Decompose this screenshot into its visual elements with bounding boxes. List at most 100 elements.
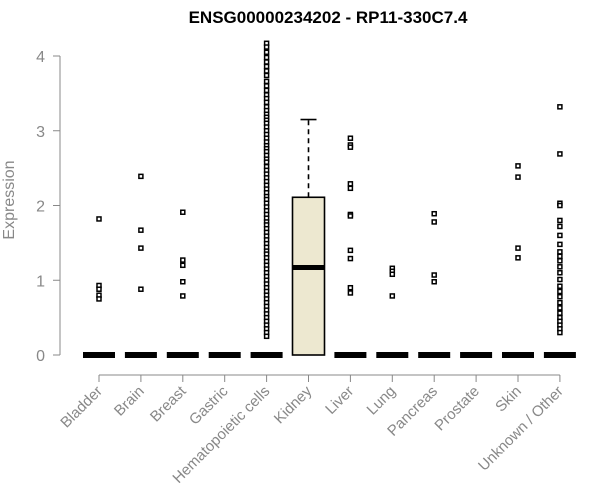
- y-tick-label: 3: [36, 124, 45, 141]
- outlier-point: [557, 104, 563, 110]
- outlier-point: [557, 202, 563, 209]
- outlier-point: [263, 333, 270, 340]
- plot-area: [83, 40, 576, 358]
- outlier-point: [557, 241, 563, 248]
- category-group: [418, 210, 451, 358]
- x-tick-label: Liver: [322, 383, 357, 418]
- outlier-point: [431, 272, 437, 278]
- outlier-point: [557, 288, 563, 295]
- zero-band: [376, 352, 409, 358]
- outlier-point: [557, 305, 563, 311]
- outlier-point: [180, 257, 186, 263]
- category-group: [208, 352, 241, 358]
- outlier-point: [263, 44, 270, 50]
- outlier-point: [96, 286, 102, 292]
- zero-band: [250, 352, 283, 358]
- zero-band: [334, 352, 367, 358]
- x-tick-label: Bladder: [57, 383, 106, 432]
- outlier-point: [347, 135, 354, 141]
- outlier-point: [557, 276, 563, 283]
- outlier-point: [515, 255, 521, 261]
- zero-band: [543, 352, 576, 358]
- outlier-point: [263, 78, 270, 85]
- outlier-point: [263, 83, 270, 89]
- outlier-point: [263, 54, 270, 61]
- x-tick-label: Brain: [111, 383, 148, 420]
- zero-band: [418, 352, 451, 358]
- x-tick-label: Breast: [147, 382, 190, 425]
- outlier-point: [180, 209, 186, 215]
- category-group: [334, 135, 367, 358]
- outlier-point: [515, 174, 521, 180]
- category-group: [124, 173, 157, 358]
- x-tick-label: Kidney: [271, 382, 316, 427]
- outlier-point: [138, 227, 144, 233]
- y-tick-label: 1: [36, 273, 45, 290]
- outlier-point: [557, 283, 563, 289]
- outlier-point: [347, 144, 354, 150]
- x-tick-label: Prostate: [431, 383, 483, 435]
- outlier-point: [557, 329, 563, 336]
- outlier-point: [263, 68, 270, 74]
- outlier-point: [347, 255, 354, 262]
- outlier-point: [389, 293, 396, 299]
- outlier-point: [180, 262, 186, 269]
- outlier-point: [138, 173, 144, 180]
- outlier-point: [431, 278, 437, 285]
- outlier-point: [557, 264, 563, 270]
- outlier-point: [180, 293, 186, 299]
- outlier-point: [347, 185, 354, 192]
- outlier-point: [557, 253, 563, 260]
- outlier-point: [263, 159, 270, 165]
- axes: 0 1 2 3 4: [36, 49, 561, 382]
- category-group: [502, 163, 534, 358]
- outlier-point: [180, 278, 186, 285]
- outlier-point: [431, 210, 437, 217]
- y-axis-label: Expression: [1, 160, 18, 239]
- outlier-point: [347, 213, 354, 219]
- y-tick-label: 4: [36, 49, 45, 66]
- outlier-point: [263, 99, 270, 106]
- outlier-point: [557, 299, 563, 306]
- zero-band: [166, 352, 199, 358]
- zero-band: [208, 352, 241, 358]
- category-group: [166, 209, 199, 358]
- zero-band: [83, 352, 115, 358]
- outlier-point: [557, 270, 563, 276]
- outlier-point: [347, 181, 354, 187]
- outlier-point: [431, 219, 437, 225]
- outlier-point: [263, 63, 270, 70]
- category-group: [460, 352, 493, 358]
- outlier-point: [557, 249, 563, 255]
- outlier-point: [347, 247, 354, 254]
- category-group: [250, 40, 283, 358]
- outlier-point: [389, 271, 396, 278]
- outlier-point: [515, 163, 521, 169]
- outlier-point: [557, 223, 563, 230]
- x-tick-label: Lung: [364, 383, 400, 419]
- outlier-point: [138, 245, 144, 251]
- outlier-point: [347, 284, 354, 291]
- outlier-point: [263, 49, 270, 56]
- outlier-point: [557, 310, 563, 316]
- box-iqr: [291, 196, 326, 356]
- outlier-point: [557, 151, 563, 157]
- y-tick-label: 0: [36, 348, 45, 365]
- outlier-point: [557, 293, 563, 300]
- outlier-point: [557, 217, 563, 224]
- zero-band: [460, 352, 493, 358]
- outlier-point: [263, 72, 270, 79]
- x-tick-label: Skin: [492, 383, 525, 416]
- y-tick-label: 2: [36, 199, 45, 216]
- category-group: [291, 118, 326, 356]
- category-group: [83, 216, 115, 358]
- category-group: [376, 265, 409, 358]
- outlier-point: [515, 245, 521, 251]
- category-group: [543, 104, 576, 358]
- chart-title: ENSG00000234202 - RP11-330C7.4: [189, 8, 468, 27]
- outlier-point: [557, 258, 563, 264]
- zero-band: [502, 352, 534, 358]
- outlier-point: [96, 216, 102, 222]
